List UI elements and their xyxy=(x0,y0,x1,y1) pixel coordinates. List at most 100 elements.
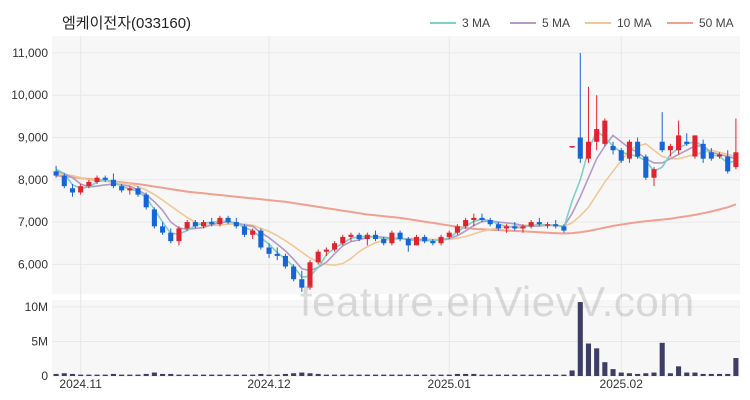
legend-label-ma5: 5 MA xyxy=(542,16,571,30)
price-tick-label: 7,000 xyxy=(18,215,48,229)
legend-ma50[interactable]: 50 MA xyxy=(667,16,734,30)
candle-body xyxy=(692,135,698,157)
volume-bar xyxy=(323,374,329,376)
candle-body xyxy=(348,234,354,237)
volume-bar xyxy=(454,373,460,376)
volume-bar xyxy=(299,372,305,376)
volume-bar xyxy=(471,373,477,376)
legend-ma5[interactable]: 5 MA xyxy=(510,16,570,30)
candle-body xyxy=(225,217,231,223)
volume-bar xyxy=(266,374,272,376)
volume-bar xyxy=(487,374,493,376)
volume-bar xyxy=(405,374,411,376)
candle-body xyxy=(192,222,198,227)
volume-bar xyxy=(233,374,239,376)
price-tick-label: 8,000 xyxy=(18,173,48,187)
volume-bar xyxy=(676,366,682,376)
volume-tick-label: 10M xyxy=(25,300,48,314)
legend-swatch-ma10 xyxy=(585,22,611,24)
volume-bar xyxy=(553,374,559,376)
candle-body xyxy=(340,236,346,244)
volume-bar xyxy=(340,374,346,376)
candle-body xyxy=(733,152,739,168)
volume-bar xyxy=(364,374,370,376)
candle-body xyxy=(446,232,452,237)
volume-bar xyxy=(446,374,452,376)
price-panel-background xyxy=(52,36,740,294)
candle-body xyxy=(389,232,395,244)
candle-body xyxy=(544,224,551,226)
candle-body xyxy=(495,224,501,229)
volume-bar xyxy=(708,373,714,376)
candle-body xyxy=(291,266,297,280)
volume-bar xyxy=(135,374,141,376)
volume-bar xyxy=(217,374,223,376)
volume-bar xyxy=(626,373,632,376)
volume-bar xyxy=(413,374,420,376)
legend-ma10[interactable]: 10 MA xyxy=(585,16,652,30)
legend-swatch-ma5 xyxy=(510,22,536,24)
date-tick-label: 2025.02 xyxy=(600,377,644,391)
volume-bar xyxy=(200,374,207,376)
volume-bar xyxy=(291,373,297,376)
candle-body xyxy=(110,179,116,187)
date-tick-label: 2024.11 xyxy=(59,377,102,391)
volume-bar xyxy=(610,369,616,376)
volume-bar xyxy=(315,373,321,376)
candle-body xyxy=(520,226,526,229)
candle-body xyxy=(553,224,559,227)
volume-bar xyxy=(716,373,723,376)
candle-body xyxy=(422,236,428,242)
candlesticks xyxy=(53,52,739,292)
candle-body xyxy=(200,222,207,227)
volume-bar xyxy=(119,374,125,376)
candle-body xyxy=(119,186,125,191)
volume-bar xyxy=(512,374,518,376)
volume-bar xyxy=(160,373,166,376)
candle-body xyxy=(372,234,379,240)
volume-bar xyxy=(110,373,116,376)
volume-bar xyxy=(389,374,395,376)
candle-body xyxy=(69,188,76,193)
candle-body xyxy=(217,217,223,225)
volume-bar xyxy=(176,374,182,376)
volume-bar xyxy=(684,372,690,376)
volume-bar xyxy=(659,342,665,376)
volume-bar xyxy=(282,373,288,376)
volume-bar xyxy=(192,374,198,376)
volume-bar xyxy=(495,374,501,376)
volume-bar xyxy=(356,374,362,376)
candle-body xyxy=(561,226,567,231)
volume-bar xyxy=(102,374,108,376)
candle-body xyxy=(487,219,493,225)
candle-body xyxy=(381,239,387,244)
candle-body xyxy=(61,175,67,187)
volume-bar xyxy=(348,374,354,376)
legend-ma3[interactable]: 3 MA xyxy=(430,16,490,30)
candle-body xyxy=(364,234,370,240)
candle-body xyxy=(266,247,272,254)
volume-bar xyxy=(53,373,59,376)
candle-body xyxy=(569,145,575,148)
candle-body xyxy=(667,145,673,151)
volume-bars xyxy=(53,302,739,376)
volume-bar xyxy=(520,374,526,376)
candle-body xyxy=(405,239,411,246)
candle-body xyxy=(512,226,518,229)
volume-bar xyxy=(667,373,673,376)
volume-bar xyxy=(94,374,100,376)
volume-bar xyxy=(635,373,641,376)
volume-bar xyxy=(78,374,84,376)
candle-body xyxy=(86,181,92,187)
volume-bar xyxy=(332,374,338,376)
candle-body xyxy=(299,279,305,288)
legend-label-ma50: 50 MA xyxy=(699,16,734,30)
candle-body xyxy=(725,156,731,172)
volume-bar xyxy=(479,374,485,376)
volume-bar xyxy=(86,374,92,376)
volume-bar xyxy=(241,374,248,376)
volume-tick-label: 0 xyxy=(41,369,48,383)
candle-body xyxy=(160,226,166,233)
volume-bar xyxy=(585,343,592,376)
volume-bar xyxy=(544,374,551,376)
